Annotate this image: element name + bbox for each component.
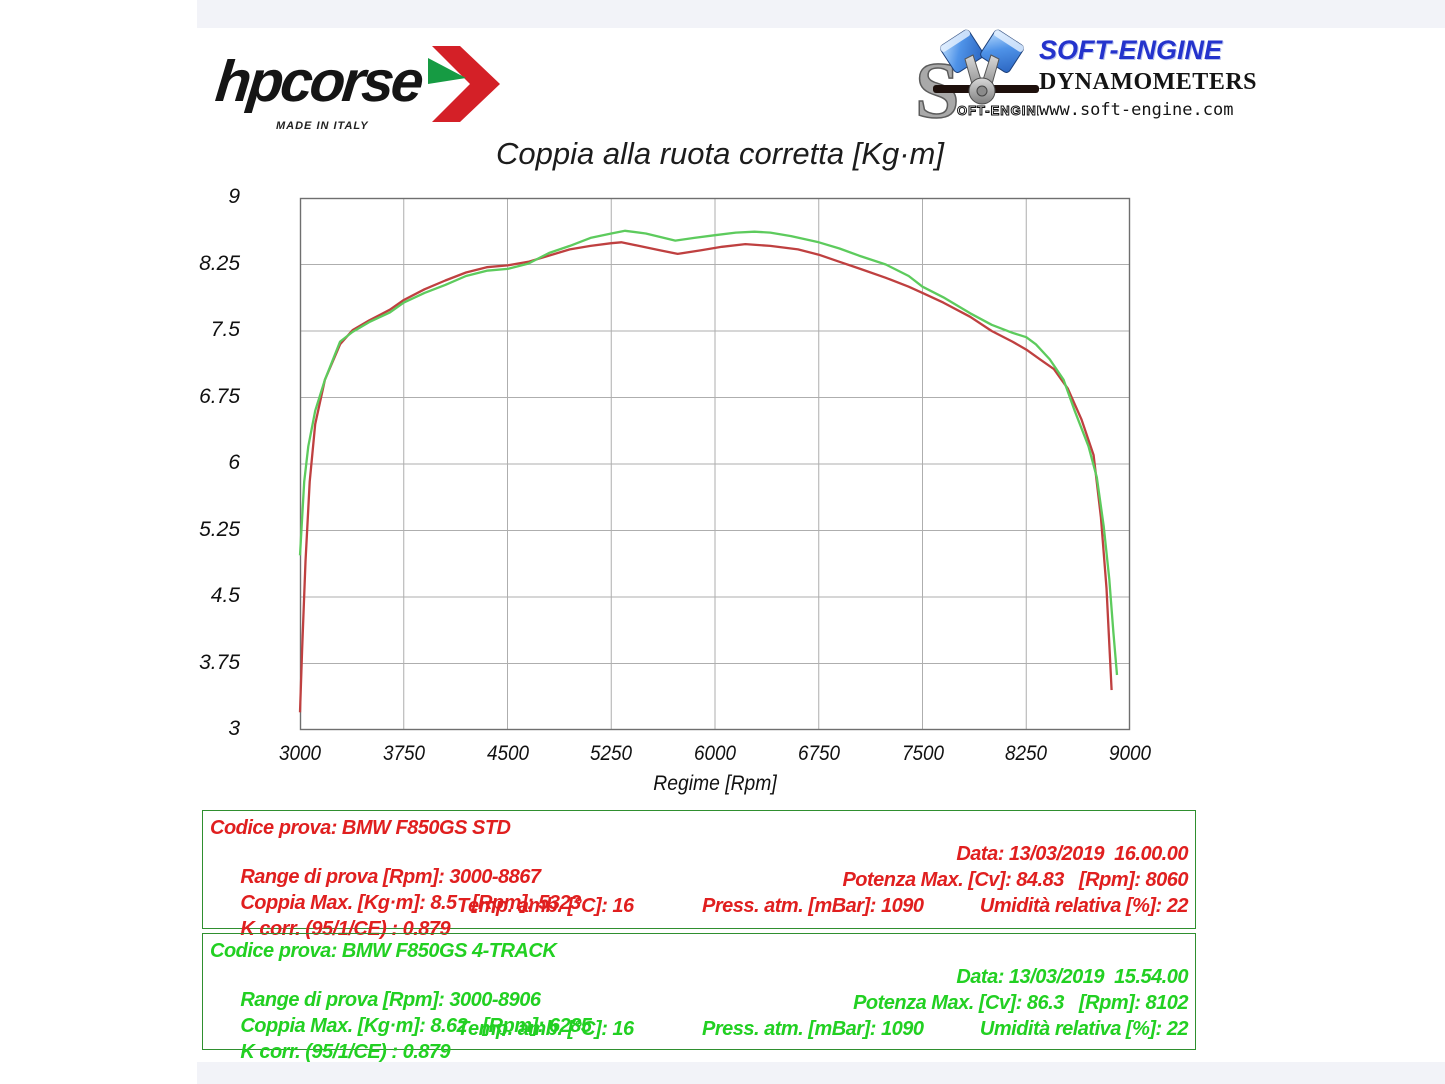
top-margin-strip [197,0,1445,28]
std-max-row: Coppia Max. [Kg·m]: 8.5 [Rpm]: 5323 Pote… [210,869,1188,914]
4track-k-corr: K corr. (95/1/CE) : 0.879 [240,1041,451,1063]
y-tick-label: 7.5 [210,318,240,341]
y-tick-label: 8.25 [199,251,240,275]
4track-codice-prova: Codice prova: BMW F850GS 4-TRACK [210,940,557,962]
x-tick-label: 6750 [797,742,840,765]
std-data: Data: 13/03/2019 16.00.00 [956,843,1188,865]
y-tick-label: 3 [228,717,240,740]
std-range-data-row: Range di prova [Rpm]: 3000-8867 Data: 13… [210,843,1188,888]
x-tick-label: 3000 [278,742,322,765]
y-tick-label: 6 [228,451,240,474]
test-info-box-4track: Codice prova: BMW F850GS 4-TRACK Range d… [202,933,1196,1063]
x-tick-label: 9000 [1108,742,1152,765]
x-axis-title: Regime [Rpm] [653,772,777,795]
std-k-corr: K corr. (95/1/CE) : 0.879 [240,918,451,940]
x-tick-label: 8250 [1005,742,1048,765]
std-codice-prova: Codice prova: BMW F850GS STD [210,817,511,839]
torque-curve-std [298,241,1113,713]
hpcorse-brand-text: hpcorse [212,49,425,114]
std-press-atm: Press. atm. [mBar]: 1090 [702,895,924,917]
4track-umidita: Umidità relativa [%]: 22 [979,1018,1189,1040]
std-potenza-max: Potenza Max. [Cv]: 84.83 [Rpm]: 8060 [842,869,1188,891]
4track-max-row: Coppia Max. [Kg·m]: 8.62 [Rpm]: 6285 Pot… [210,992,1188,1037]
y-tick-label: 9 [228,185,240,208]
bottom-margin-strip [197,1062,1445,1084]
4track-data: Data: 13/03/2019 15.54.00 [956,966,1188,988]
std-umidita: Umidità relativa [%]: 22 [979,895,1189,917]
4track-ambient-row: K corr. (95/1/CE) : 0.879 Temp. amb. [°C… [210,1018,1189,1063]
softengine-emblem-text: OFT-ENGINE [957,103,1039,118]
test-info-box-std: Codice prova: BMW F850GS STD Range di pr… [202,810,1196,940]
x-tick-label: 6000 [693,742,737,765]
x-tick-label: 4500 [486,742,529,765]
4track-range: Range di prova [Rpm]: 3000-8906 [240,989,541,1011]
4track-temp-amb: Temp. amb. [°C]: 16 [457,1018,634,1040]
chart-title: Coppia alla ruota corretta [Kg·m] [496,136,944,171]
softengine-pistons-icon: S OFT-ENGINE [914,29,1046,136]
4track-potenza-max: Potenza Max. [Cv]: 86.3 [Rpm]: 8102 [853,992,1188,1014]
plot-border [299,197,1131,731]
x-tick-label: 7500 [901,742,944,765]
y-tick-label: 3.75 [199,650,240,674]
4track-coppia-max: Coppia Max. [Kg·m]: 8.62 [Rpm]: 6285 [240,1015,592,1037]
softengine-subtitle: DYNAMOMETERS [1039,69,1258,95]
x-tick-label: 3750 [382,742,425,765]
std-range: Range di prova [Rpm]: 3000-8867 [240,866,541,888]
softengine-url: www.soft-engine.com [1039,100,1234,120]
std-temp-amb: Temp. amb. [°C]: 16 [457,895,634,917]
std-coppia-max: Coppia Max. [Kg·m]: 8.5 [Rpm]: 5323 [240,892,581,914]
torque-curve-4track [298,229,1119,676]
y-tick-label: 4.5 [210,584,240,607]
y-tick-label: 6.75 [199,384,240,408]
hpcorse-tagline: MADE IN ITALY [276,120,369,132]
hpcorse-logo: hpcorse MADE IN ITALY [210,40,510,140]
std-ambient-row: K corr. (95/1/CE) : 0.879 Temp. amb. [°C… [210,895,1189,940]
torque-chart-svg [298,197,1131,731]
y-tick-label: 5.25 [199,517,240,541]
4track-press-atm: Press. atm. [mBar]: 1090 [702,1018,924,1040]
softengine-logo: S OFT-ENGINE SOFT-ENGINE DYNAMOMETERS ww… [914,25,1258,136]
hpcorse-chevron-icon [428,46,500,122]
4track-range-data-row: Range di prova [Rpm]: 3000-8906 Data: 13… [210,966,1188,1011]
softengine-brand-text: SOFT-ENGINE [1039,35,1223,65]
x-tick-label: 5250 [590,742,633,765]
